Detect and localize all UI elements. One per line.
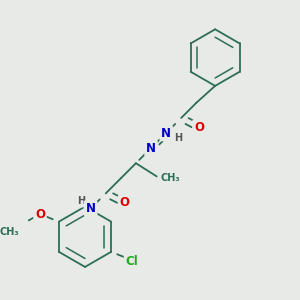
- Text: O: O: [120, 196, 130, 209]
- Text: N: N: [86, 202, 96, 215]
- Text: O: O: [194, 121, 204, 134]
- Text: H: H: [77, 196, 85, 206]
- Text: CH₃: CH₃: [0, 227, 19, 237]
- Text: Cl: Cl: [125, 255, 138, 268]
- Text: N: N: [146, 142, 156, 154]
- Text: CH₃: CH₃: [160, 173, 180, 183]
- Text: O: O: [35, 208, 45, 220]
- Text: H: H: [174, 133, 182, 143]
- Text: N: N: [161, 127, 171, 140]
